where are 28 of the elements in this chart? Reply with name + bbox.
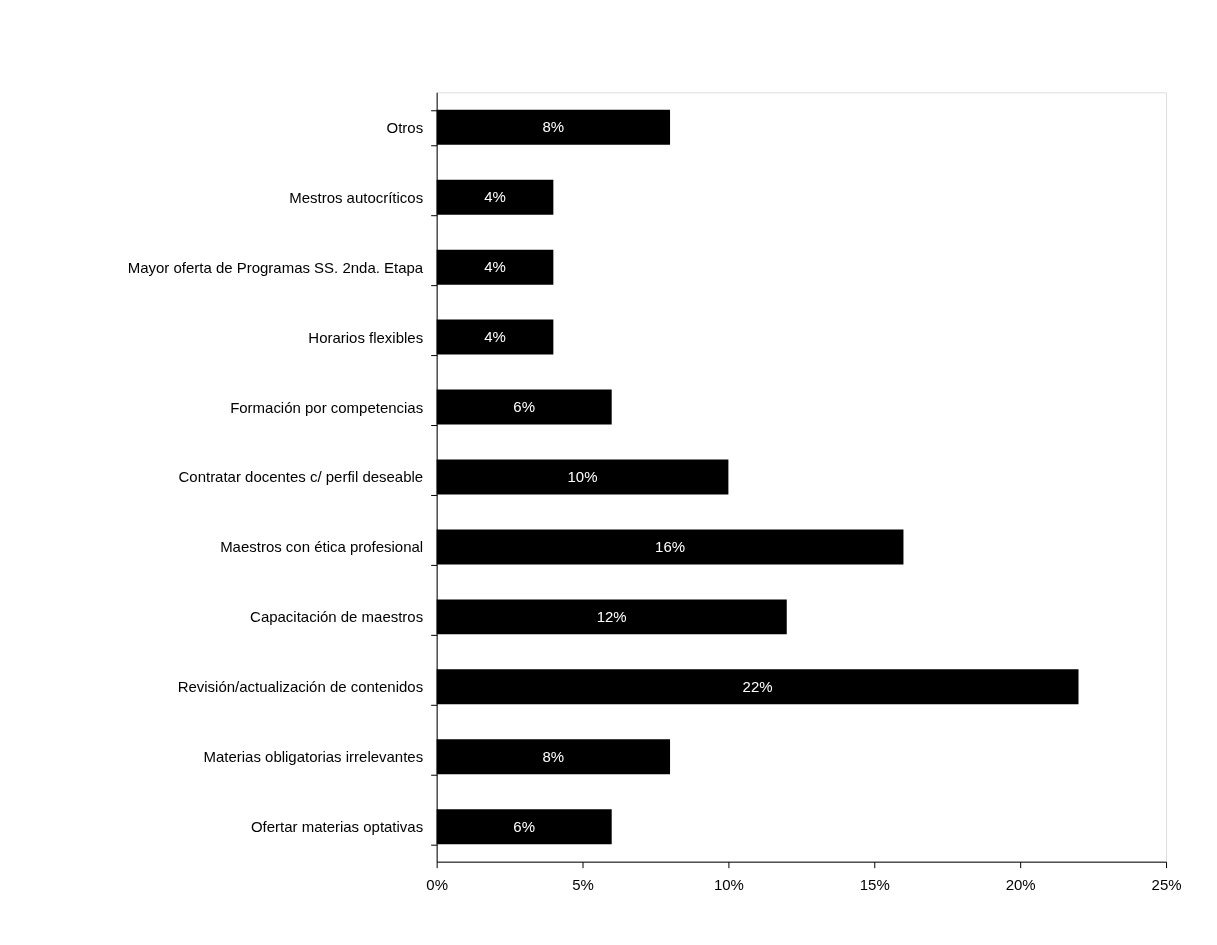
y-tick-label: Capacitación de maestros (250, 608, 424, 626)
x-tick-label: 25% (1151, 876, 1182, 894)
y-tick-label: Contratar docentes c/ perfil deseable (178, 468, 424, 486)
y-tick-label: Mestros autocríticos (289, 188, 424, 206)
data-label: 8% (542, 747, 565, 765)
y-tick-label: Materias obligatorias irrelevantes (203, 748, 424, 766)
data-label: 4% (484, 328, 506, 346)
y-tick-label: Ofertar materias optativas (250, 818, 424, 836)
data-label: 4% (484, 188, 506, 206)
data-label: 8% (542, 118, 565, 136)
data-label: 6% (513, 817, 535, 835)
data-label: 12% (596, 607, 627, 625)
x-tick-label: 15% (859, 876, 890, 894)
y-tick-label: Maestros con ética profesional (220, 538, 424, 556)
y-tick-label: Otros (386, 118, 424, 136)
data-label: 16% (655, 537, 686, 555)
data-label: 4% (484, 258, 506, 276)
x-tick-label: 5% (572, 876, 594, 894)
y-tick-label: Horarios flexibles (308, 328, 424, 346)
y-tick-label: Formación por competencias (230, 398, 424, 416)
data-label: 10% (567, 467, 598, 485)
x-tick-label: 20% (1005, 876, 1036, 894)
data-label: 22% (742, 677, 773, 695)
y-tick-label: Revisión/actualización de contenidos (177, 678, 424, 696)
y-tick-label: Mayor oferta de Programas SS. 2nda. Etapa (127, 258, 424, 276)
data-label: 6% (513, 398, 535, 416)
x-tick-label: 10% (713, 876, 744, 894)
x-tick-label: 0% (426, 876, 448, 894)
